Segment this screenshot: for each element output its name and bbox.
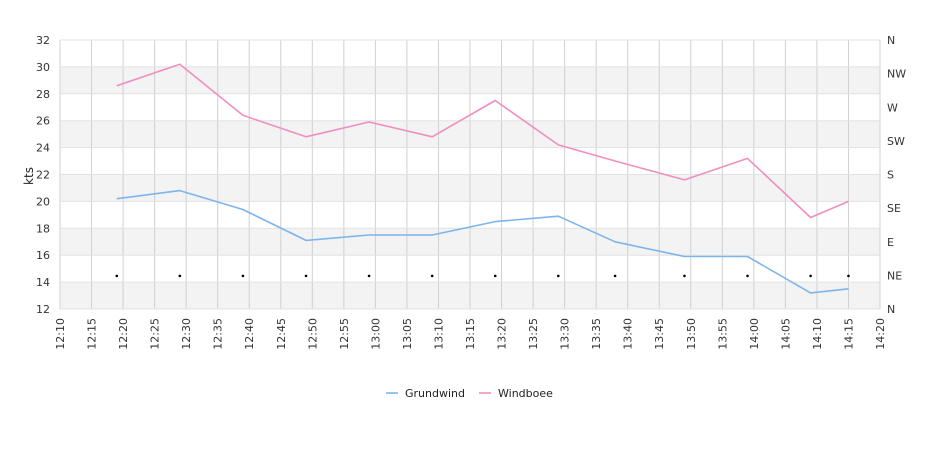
direction-marker — [178, 274, 182, 278]
x-tick-label: 13:20 — [496, 318, 509, 350]
y-tick-label: 32 — [36, 34, 50, 47]
direction-marker — [430, 274, 434, 278]
x-tick-label: 12:10 — [54, 318, 67, 350]
legend-label-grundwind[interactable]: Grundwind — [405, 387, 465, 400]
y-tick-label: 28 — [36, 88, 50, 101]
x-tick-label: 14:20 — [874, 318, 887, 350]
direction-marker — [304, 274, 308, 278]
direction-marker — [847, 274, 850, 278]
direction-tick-label: SW — [887, 135, 905, 148]
x-tick-label: 12:25 — [149, 318, 162, 350]
direction-marker — [557, 274, 560, 278]
y-tick-label: 16 — [36, 249, 50, 262]
direction-axis-ticks: N NE E SE S SW W NW N — [887, 34, 906, 316]
direction-tick-label: NW — [887, 68, 906, 81]
direction-tick-label: E — [887, 236, 894, 249]
direction-marker — [746, 274, 749, 278]
y-axis-ticks: 12 14 16 18 20 22 24 26 28 30 32 — [36, 34, 50, 316]
y-tick-label: 22 — [36, 169, 50, 182]
y-axis-title: kts — [22, 167, 36, 185]
direction-tick-label: N — [887, 34, 895, 47]
x-tick-label: 13:45 — [653, 318, 666, 350]
x-tick-label: 14:05 — [779, 318, 792, 350]
legend-label-windboee[interactable]: Windboee — [498, 387, 553, 400]
x-tick-label: 12:50 — [306, 318, 319, 350]
direction-tick-label: N — [887, 303, 895, 316]
x-tick-label: 13:25 — [527, 318, 540, 350]
x-tick-label: 12:45 — [275, 318, 288, 350]
direction-marker — [613, 274, 617, 278]
x-tick-label: 13:55 — [716, 318, 729, 350]
horizontal-gridlines — [60, 39, 880, 310]
series-line-grundwind — [116, 189, 849, 294]
x-tick-label: 12:40 — [243, 318, 256, 350]
x-tick-label: 12:35 — [212, 318, 225, 350]
x-tick-label: 12:15 — [86, 318, 99, 350]
direction-markers — [115, 274, 850, 278]
direction-marker — [809, 274, 812, 278]
direction-marker — [115, 274, 119, 278]
x-tick-label: 12:20 — [117, 318, 130, 350]
x-tick-label: 14:15 — [842, 318, 855, 350]
x-tick-label: 14:10 — [811, 318, 824, 350]
y-tick-label: 30 — [36, 61, 50, 74]
y-tick-label: 18 — [36, 222, 50, 235]
direction-tick-label: NE — [887, 269, 902, 282]
direction-tick-label: SE — [887, 202, 901, 215]
y-tick-label: 26 — [36, 115, 50, 128]
y-tick-label: 20 — [36, 195, 50, 208]
direction-marker — [367, 274, 371, 278]
x-tick-label: 12:55 — [338, 318, 351, 350]
x-tick-label: 13:35 — [590, 318, 603, 350]
x-tick-label: 13:40 — [622, 318, 635, 350]
y-tick-label: 24 — [36, 142, 50, 155]
direction-marker — [241, 274, 245, 278]
series-line-windboee — [116, 63, 849, 219]
x-tick-label: 14:00 — [748, 318, 761, 350]
x-tick-label: 13:05 — [401, 318, 414, 350]
y-tick-label: 12 — [36, 303, 50, 316]
x-tick-label: 12:30 — [180, 318, 193, 350]
x-tick-label: 13:00 — [369, 318, 382, 350]
direction-tick-label: S — [887, 169, 894, 182]
series-lines — [116, 63, 849, 294]
direction-tick-label: W — [887, 101, 898, 114]
x-tick-label: 13:30 — [559, 318, 572, 350]
direction-marker — [683, 274, 686, 278]
legend: Grundwind Windboee — [386, 387, 553, 400]
y-tick-label: 14 — [36, 276, 50, 289]
x-axis-ticks: 12:10 12:15 12:20 12:25 12:30 12:35 12:40 12:45… — [54, 318, 887, 350]
x-tick-label: 13:15 — [464, 318, 477, 350]
direction-marker — [493, 274, 497, 278]
x-tick-label: 13:10 — [432, 318, 445, 350]
x-tick-label: 13:50 — [685, 318, 698, 350]
